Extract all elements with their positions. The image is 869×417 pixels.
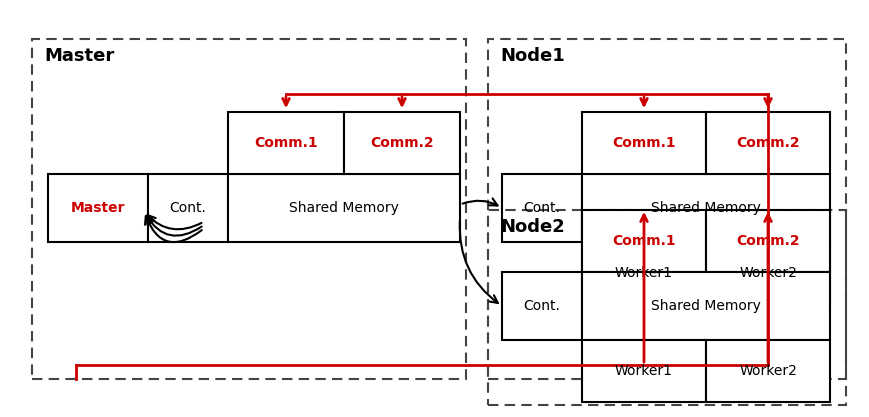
Bar <box>581 174 829 242</box>
Bar <box>705 210 829 272</box>
Text: Cont.: Cont. <box>523 201 560 215</box>
FancyArrowPatch shape <box>147 216 202 236</box>
Bar <box>488 210 845 405</box>
Bar <box>32 39 466 379</box>
Text: Comm.2: Comm.2 <box>735 136 799 150</box>
Text: Comm.2: Comm.2 <box>370 136 434 150</box>
Text: Shared Memory: Shared Memory <box>650 299 760 313</box>
Text: Node1: Node1 <box>500 47 564 65</box>
Text: Master: Master <box>70 201 125 215</box>
Text: Comm.1: Comm.1 <box>612 136 675 150</box>
FancyArrowPatch shape <box>462 198 497 206</box>
Text: Comm.1: Comm.1 <box>612 234 675 248</box>
Bar <box>581 242 705 304</box>
Text: Worker1: Worker1 <box>614 266 673 280</box>
Bar <box>48 174 148 242</box>
Bar <box>343 112 460 174</box>
Text: Comm.2: Comm.2 <box>735 234 799 248</box>
Text: Worker2: Worker2 <box>738 364 796 378</box>
Bar <box>581 210 705 272</box>
Text: Worker1: Worker1 <box>614 364 673 378</box>
Bar <box>488 39 845 379</box>
Bar <box>581 340 705 402</box>
Bar <box>228 174 460 242</box>
FancyArrowPatch shape <box>148 215 202 229</box>
Text: Shared Memory: Shared Memory <box>289 201 399 215</box>
Bar <box>705 112 829 174</box>
Text: Cont.: Cont. <box>523 299 560 313</box>
Text: Comm.1: Comm.1 <box>254 136 317 150</box>
Text: Cont.: Cont. <box>169 201 206 215</box>
Bar <box>501 174 581 242</box>
Bar <box>705 242 829 304</box>
Text: Shared Memory: Shared Memory <box>650 201 760 215</box>
Text: Worker2: Worker2 <box>738 266 796 280</box>
Bar <box>705 340 829 402</box>
Bar <box>581 272 829 340</box>
Bar <box>581 112 705 174</box>
Bar <box>228 112 343 174</box>
FancyArrowPatch shape <box>459 221 497 303</box>
Text: Master: Master <box>44 47 114 65</box>
Bar <box>501 272 581 340</box>
Bar <box>148 174 228 242</box>
FancyArrowPatch shape <box>145 216 202 242</box>
Text: Node2: Node2 <box>500 218 564 236</box>
